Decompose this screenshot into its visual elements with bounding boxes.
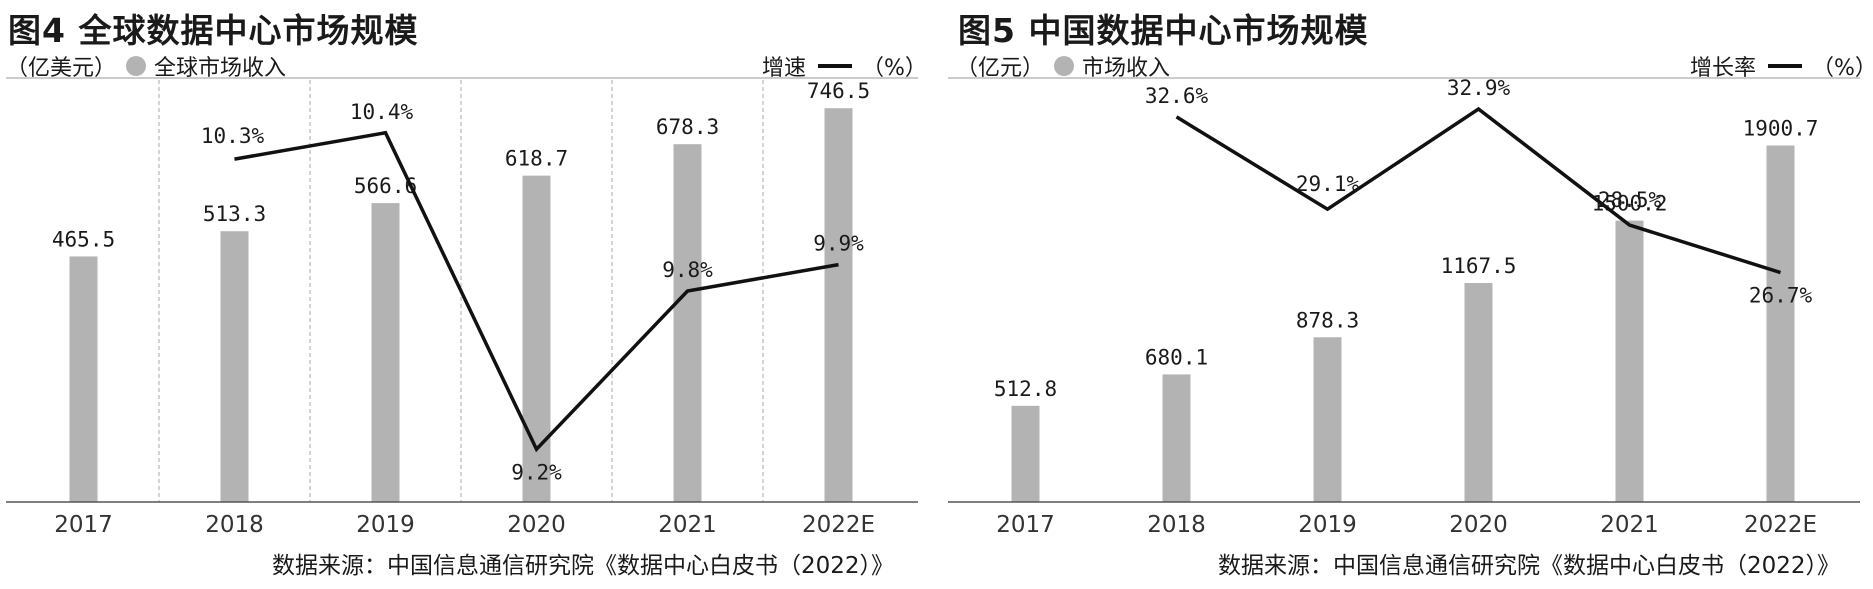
bar-value-label: 878.3 bbox=[1296, 308, 1359, 332]
line-unit-label: （%） bbox=[862, 56, 927, 81]
growth-value-label: 32.6% bbox=[1145, 84, 1209, 108]
legend-bar-series: 市场收入 bbox=[1082, 56, 1171, 81]
growth-value-label: 29.1% bbox=[1296, 172, 1360, 196]
bar bbox=[522, 175, 551, 503]
x-tick-label: 2019 bbox=[356, 512, 415, 538]
bar bbox=[1162, 374, 1191, 502]
growth-value-label: 9.8% bbox=[662, 258, 713, 282]
bar bbox=[1011, 405, 1040, 502]
legend-line-series: 增速 bbox=[762, 56, 807, 81]
legend-dot-icon bbox=[1054, 56, 1075, 76]
bar bbox=[371, 203, 400, 502]
bar bbox=[1313, 337, 1342, 502]
bar-value-label: 746.5 bbox=[807, 79, 870, 103]
x-tick-label: 2021 bbox=[1600, 512, 1659, 538]
unit-label: （亿美元） bbox=[6, 56, 117, 81]
legend-dot-icon bbox=[126, 56, 147, 76]
x-tick-label: 2018 bbox=[205, 512, 264, 538]
legend-line-series: 增长率 bbox=[1690, 56, 1757, 81]
growth-value-label: 26.7% bbox=[1749, 284, 1813, 308]
x-tick-label: 2022E bbox=[802, 512, 875, 538]
growth-value-label: 28.5% bbox=[1598, 188, 1662, 212]
bar bbox=[1615, 220, 1644, 502]
bar bbox=[69, 256, 98, 502]
legend-bars: （亿美元） 全球市场收入 bbox=[6, 50, 286, 82]
bar-value-label: 680.1 bbox=[1145, 345, 1208, 369]
bar bbox=[824, 108, 853, 502]
bar-value-label: 513.3 bbox=[203, 202, 266, 226]
x-tick-label: 2020 bbox=[1449, 512, 1508, 538]
legend-line: 增长率 （%） bbox=[1690, 50, 1873, 82]
chart-title: 图4 全球数据中心市场规模 bbox=[8, 11, 419, 50]
growth-line bbox=[1175, 106, 1782, 275]
unit-label: （亿元） bbox=[956, 56, 1045, 81]
bar bbox=[1766, 145, 1795, 502]
legend-line-icon bbox=[1768, 64, 1803, 68]
bar bbox=[220, 231, 249, 502]
source-note: 数据来源：中国信息通信研究院《数据中心白皮书（2022）》 bbox=[1218, 553, 1841, 579]
legend-bars: （亿元） 市场收入 bbox=[956, 50, 1170, 82]
legend-line-icon bbox=[818, 64, 853, 68]
bar bbox=[1464, 283, 1493, 502]
line-unit-label: （%） bbox=[1812, 56, 1873, 81]
growth-value-label: 32.9% bbox=[1447, 76, 1511, 100]
x-tick-label: 2017 bbox=[996, 512, 1055, 538]
growth-value-label: 9.2% bbox=[511, 460, 562, 484]
x-tick-label: 2017 bbox=[54, 512, 113, 538]
x-tick-label: 2021 bbox=[658, 512, 717, 538]
bar-value-label: 512.8 bbox=[994, 377, 1057, 401]
bar-value-label: 1167.5 bbox=[1441, 254, 1517, 278]
growth-line bbox=[234, 130, 839, 453]
bar-value-label: 678.3 bbox=[656, 115, 719, 139]
legend-line: 增速 （%） bbox=[762, 50, 927, 82]
chart-panel-global: 图4 全球数据中心市场规模 （亿美元） 全球市场收入 增速 （%） 465.5 5… bbox=[0, 0, 930, 589]
source-note: 数据来源：中国信息通信研究院《数据中心白皮书（2022）》 bbox=[272, 553, 895, 579]
bar-value-label: 465.5 bbox=[52, 227, 115, 251]
bar-value-label: 1900.7 bbox=[1743, 117, 1819, 141]
x-tick-label: 2019 bbox=[1298, 512, 1357, 538]
x-tick-label: 2018 bbox=[1147, 512, 1206, 538]
bar-value-label: 618.7 bbox=[505, 147, 568, 171]
growth-value-label: 9.9% bbox=[813, 232, 864, 256]
x-tick-label: 2020 bbox=[507, 512, 566, 538]
x-tick-label: 2022E bbox=[1744, 512, 1817, 538]
growth-value-label: 10.3% bbox=[201, 124, 265, 148]
legend-bar-series: 全球市场收入 bbox=[154, 56, 287, 81]
chart-title: 图5 中国数据中心市场规模 bbox=[958, 11, 1369, 50]
bar bbox=[673, 144, 702, 502]
chart-panel-china: 图5 中国数据中心市场规模 （亿元） 市场收入 增长率 （%） 512.8 680… bbox=[948, 0, 1873, 589]
growth-value-label: 10.4% bbox=[350, 100, 414, 124]
